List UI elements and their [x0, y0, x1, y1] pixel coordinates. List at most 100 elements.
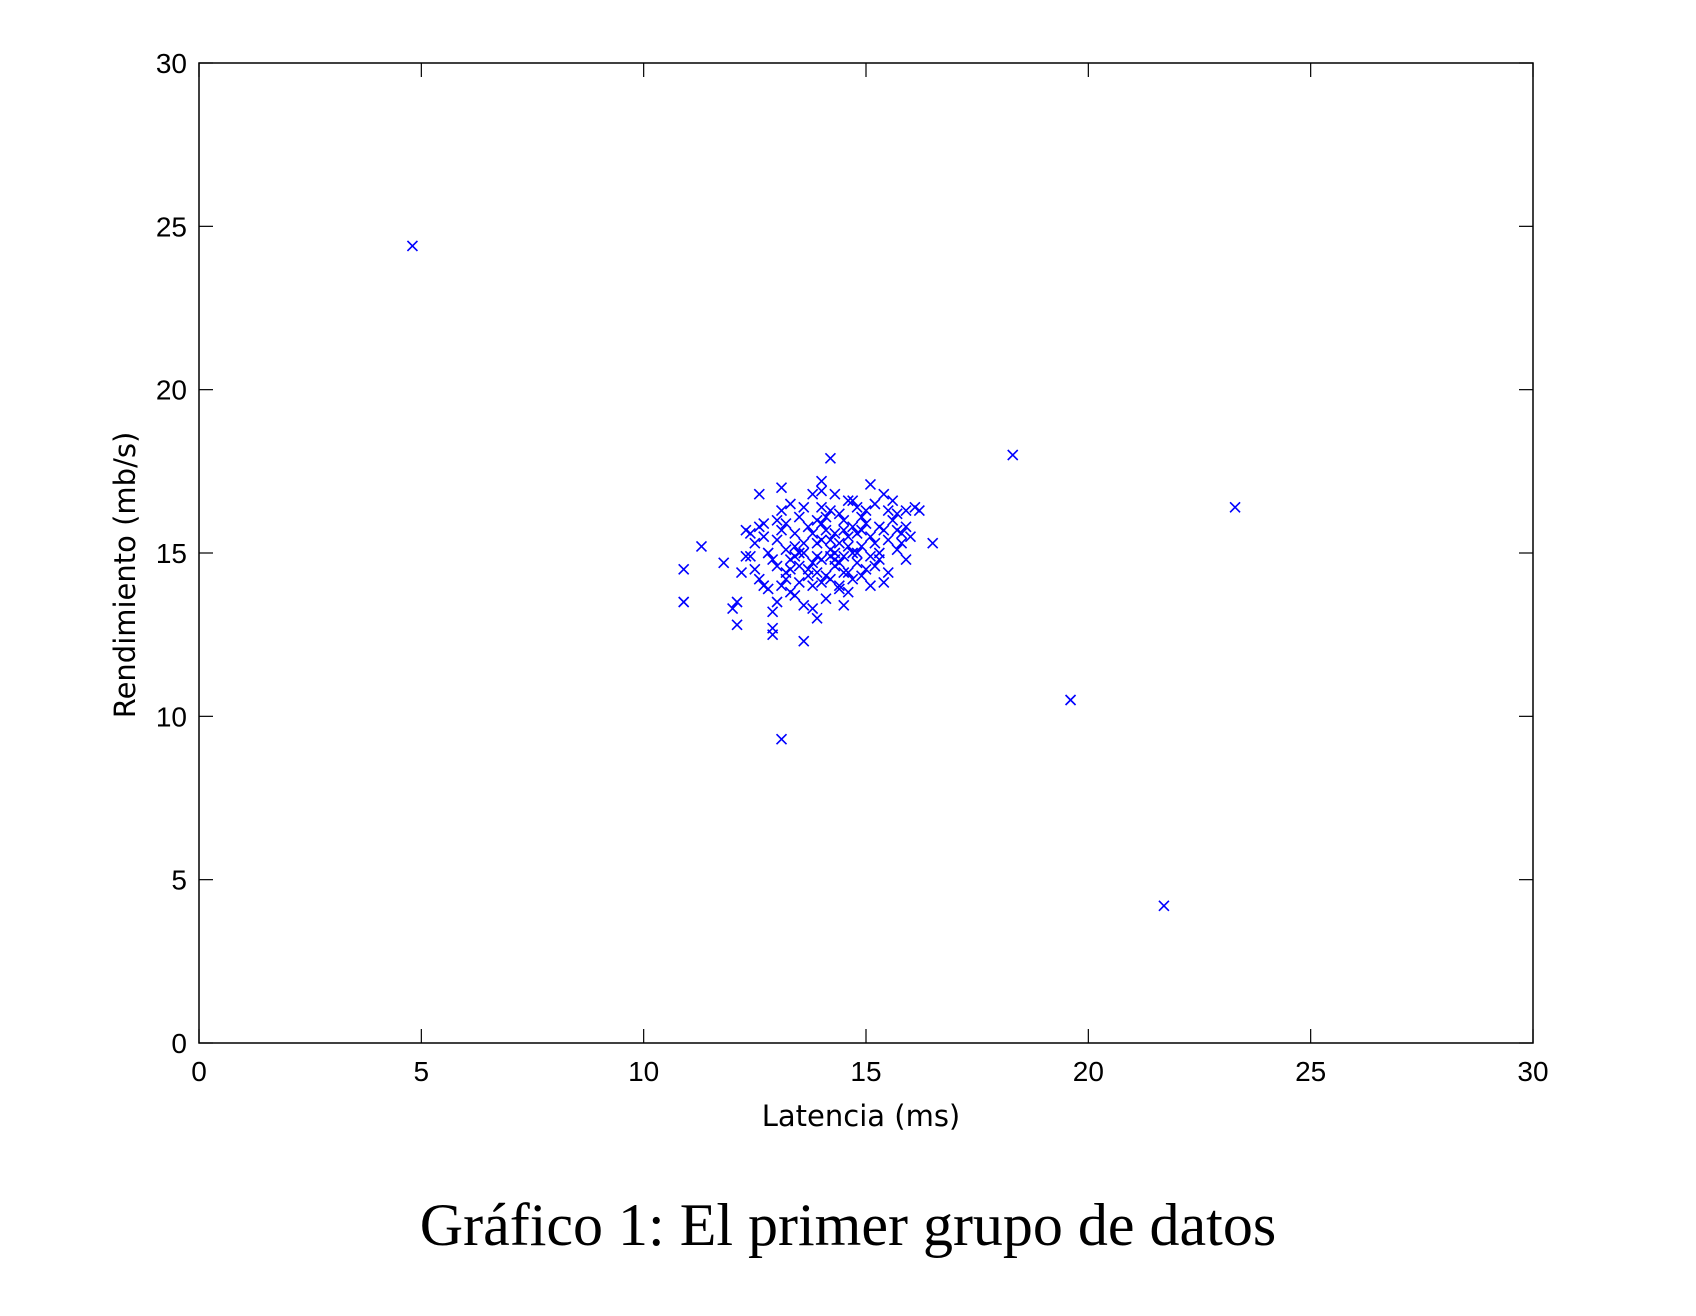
data-point [851, 547, 863, 559]
data-point [829, 553, 841, 566]
data-point [882, 504, 894, 517]
data-point [749, 537, 761, 549]
data-point [695, 540, 708, 553]
data-point [838, 514, 850, 526]
data-point [793, 560, 805, 572]
data-point [784, 498, 796, 510]
data-point [842, 531, 854, 543]
data-point [780, 544, 792, 556]
data-point [798, 547, 810, 559]
data-point [842, 586, 854, 598]
data-point [718, 557, 730, 569]
y-tick-label: 25 [156, 211, 187, 242]
data-point [824, 452, 836, 464]
plot-border [198, 62, 1534, 1044]
data-point [749, 563, 761, 575]
data-point [744, 527, 756, 539]
y-tick-label: 30 [156, 48, 187, 79]
x-tick-label: 5 [414, 1056, 430, 1087]
data-point [815, 501, 828, 513]
data-point [891, 524, 903, 536]
data-point [855, 570, 868, 582]
data-point [824, 504, 836, 517]
data-point [913, 504, 925, 517]
data-point [1158, 900, 1170, 912]
data-point [847, 521, 859, 533]
data-point [824, 534, 836, 546]
data-point [891, 544, 903, 556]
data-point [727, 602, 739, 615]
data-point [855, 524, 868, 536]
data-point [860, 563, 872, 575]
data-point [767, 606, 779, 618]
data-point [838, 524, 850, 536]
data-point [838, 550, 850, 562]
x-tick-label: 25 [1295, 1056, 1326, 1087]
data-point [758, 580, 770, 592]
data-point [767, 622, 779, 634]
data-point [878, 488, 890, 500]
data-point [815, 576, 828, 588]
data-point [847, 573, 859, 585]
x-tick-label: 10 [628, 1056, 659, 1087]
x-axis: 0 5 10 15 20 25 30 [191, 63, 1549, 1087]
data-point [842, 495, 854, 507]
data-point [900, 521, 912, 533]
y-tick-label: 15 [156, 538, 187, 569]
data-point [811, 612, 823, 624]
data-point [771, 514, 783, 526]
data-point [807, 488, 819, 500]
data-point [900, 553, 912, 566]
data-point [820, 524, 832, 536]
data-point [789, 540, 801, 553]
data-point [775, 733, 788, 745]
data-point [793, 511, 805, 523]
data-point [873, 521, 885, 533]
data-point [1007, 449, 1019, 461]
data-point [900, 504, 912, 517]
data-point [775, 580, 788, 592]
data-point [887, 495, 899, 507]
data-point [833, 583, 845, 595]
data-point [829, 527, 841, 539]
data-point [811, 514, 823, 526]
plot-frame [198, 62, 1534, 1044]
data-point [753, 573, 765, 585]
data-point [731, 619, 743, 631]
data-point [771, 560, 783, 572]
data-point [838, 567, 850, 579]
y-tick-label: 0 [171, 1028, 187, 1059]
data-point [753, 521, 765, 533]
data-point [1064, 694, 1077, 706]
data-points [406, 240, 1241, 912]
data-point [807, 557, 819, 569]
data-point [793, 576, 805, 588]
data-point [753, 488, 765, 500]
data-point [740, 550, 752, 562]
data-point [802, 521, 814, 533]
y-tick-label: 5 [171, 865, 187, 896]
data-point [807, 602, 819, 615]
data-point [851, 557, 863, 569]
data-point [829, 488, 841, 500]
data-point [789, 527, 801, 539]
data-point [775, 504, 788, 517]
data-point [842, 540, 854, 553]
data-point [838, 599, 850, 611]
data-point [847, 547, 859, 559]
data-point [824, 573, 836, 585]
y-tick-label: 20 [156, 375, 187, 406]
data-point [869, 498, 881, 510]
data-point [811, 550, 823, 562]
data-point [798, 501, 810, 513]
data-point [789, 550, 801, 562]
y-axis: 0 5 10 15 20 25 30 [156, 48, 1533, 1059]
x-tick-label: 20 [1073, 1056, 1104, 1087]
x-axis-label: Latencia (ms) [762, 1099, 961, 1133]
data-point [678, 563, 690, 575]
data-point [842, 567, 854, 579]
data-point [873, 547, 885, 559]
data-point [864, 580, 877, 592]
data-point [802, 570, 814, 582]
